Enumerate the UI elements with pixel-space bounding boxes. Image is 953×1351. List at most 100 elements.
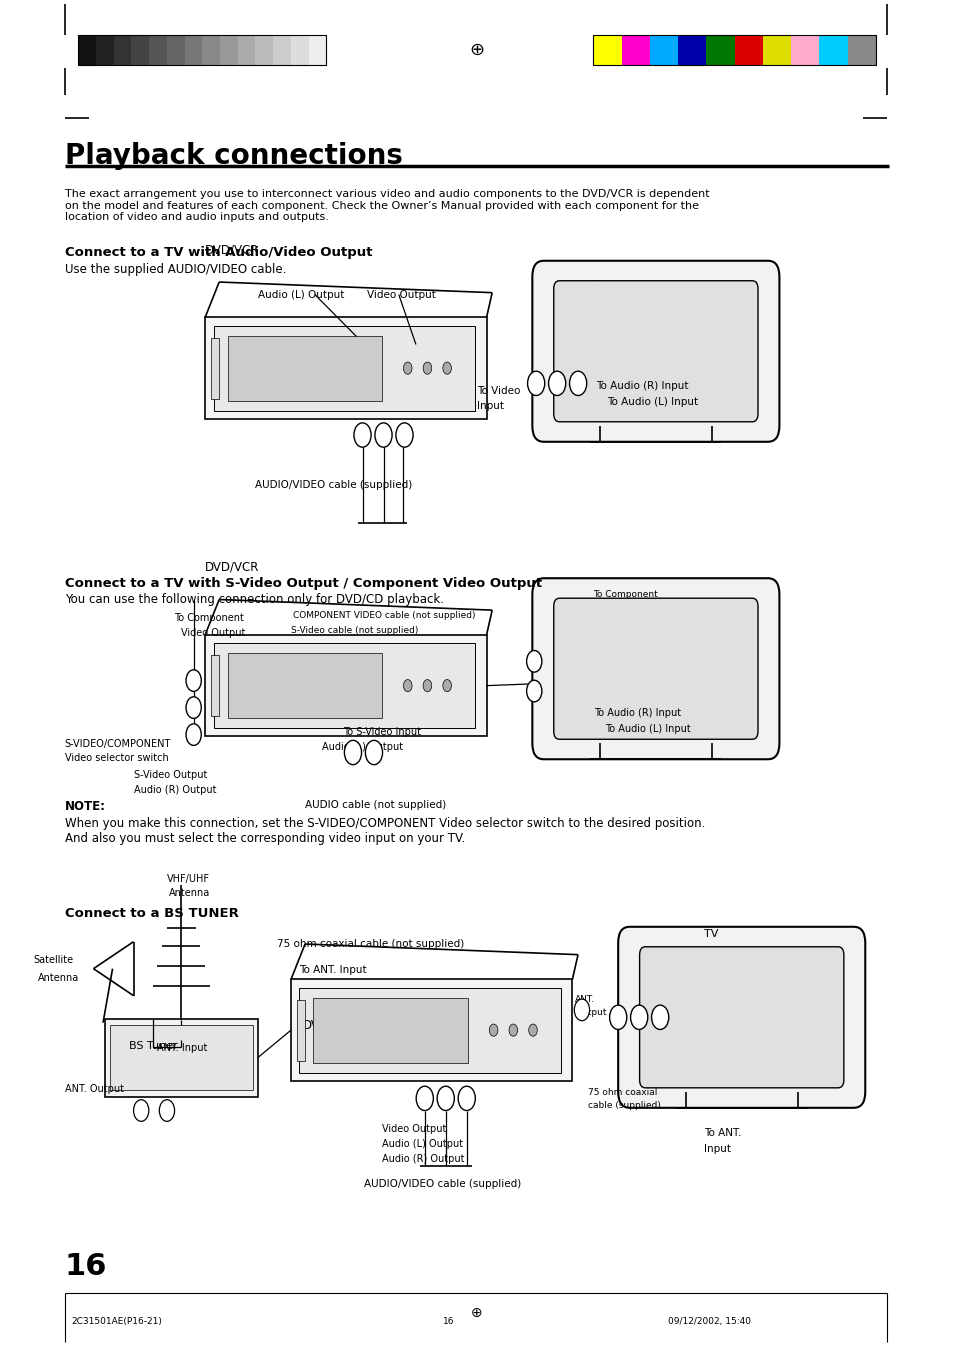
- Circle shape: [528, 1024, 537, 1036]
- Text: When you make this connection, set the S-VIDEO/COMPONENT Video selector switch t: When you make this connection, set the S…: [65, 817, 704, 846]
- Text: Connect to a TV with S-Video Output / Component Video Output: Connect to a TV with S-Video Output / Co…: [65, 577, 541, 590]
- Circle shape: [442, 362, 451, 374]
- Text: TV: TV: [591, 280, 605, 289]
- FancyBboxPatch shape: [532, 578, 779, 759]
- Circle shape: [133, 1100, 149, 1121]
- Text: 75 ohm coaxial: 75 ohm coaxial: [587, 1088, 657, 1097]
- Text: To Audio (R) Input: To Audio (R) Input: [594, 708, 680, 717]
- Bar: [790, 35, 819, 65]
- Text: Audio (R) Output: Audio (R) Output: [133, 785, 215, 794]
- FancyBboxPatch shape: [532, 261, 779, 442]
- Bar: [220, 35, 237, 65]
- Text: ANT. Output: ANT. Output: [65, 1084, 124, 1093]
- Text: Antenna: Antenna: [169, 888, 210, 897]
- Text: Connect to a TV with Audio/Video Output: Connect to a TV with Audio/Video Output: [65, 246, 372, 259]
- Text: Use the supplied AUDIO/VIDEO cable.: Use the supplied AUDIO/VIDEO cable.: [65, 263, 286, 277]
- Circle shape: [344, 740, 361, 765]
- Bar: [132, 35, 149, 65]
- Text: 75 ohm coaxial cable (not supplied): 75 ohm coaxial cable (not supplied): [276, 939, 463, 948]
- Circle shape: [527, 372, 544, 396]
- Circle shape: [442, 680, 451, 692]
- Text: To ANT.: To ANT.: [703, 1128, 740, 1138]
- Bar: [205, 635, 486, 736]
- Text: AUDIO/VIDEO cable (supplied): AUDIO/VIDEO cable (supplied): [364, 1179, 521, 1189]
- Bar: [819, 35, 846, 65]
- Text: To ANT. Input: To ANT. Input: [298, 965, 366, 974]
- Text: Audio (R) Output: Audio (R) Output: [381, 1154, 463, 1163]
- Bar: [110, 1025, 253, 1090]
- FancyBboxPatch shape: [618, 927, 864, 1108]
- Text: Input: Input: [476, 401, 503, 411]
- Circle shape: [569, 372, 586, 396]
- Bar: [237, 35, 255, 65]
- Circle shape: [436, 1086, 454, 1111]
- Text: To S-Video Input: To S-Video Input: [343, 727, 421, 736]
- Bar: [593, 35, 875, 65]
- Text: Audio (L) Output: Audio (L) Output: [257, 290, 344, 300]
- Circle shape: [416, 1086, 433, 1111]
- Text: S-Video Output: S-Video Output: [133, 770, 207, 780]
- Text: To Audio (L) Input: To Audio (L) Input: [606, 397, 698, 407]
- Circle shape: [365, 740, 382, 765]
- Text: You can use the following connection only for DVD/CD playback.: You can use the following connection onl…: [65, 593, 443, 607]
- Text: AUDIO cable (not supplied): AUDIO cable (not supplied): [305, 800, 446, 809]
- Text: To Component: To Component: [593, 590, 658, 600]
- Circle shape: [354, 423, 371, 447]
- Bar: [205, 317, 486, 419]
- Text: ⊕: ⊕: [471, 1306, 482, 1320]
- Bar: [846, 35, 875, 65]
- Bar: [291, 35, 308, 65]
- Bar: [649, 35, 678, 65]
- Circle shape: [423, 362, 432, 374]
- Bar: [228, 336, 382, 401]
- Bar: [105, 1019, 257, 1097]
- Text: Satellite: Satellite: [33, 955, 73, 965]
- Text: Audio (R) Output: Audio (R) Output: [246, 373, 334, 382]
- Circle shape: [574, 1000, 589, 1021]
- Circle shape: [186, 697, 201, 719]
- Text: S-VIDEO/COMPONENT: S-VIDEO/COMPONENT: [65, 739, 172, 748]
- Bar: [734, 35, 762, 65]
- Circle shape: [630, 1005, 647, 1029]
- Text: 16: 16: [442, 1317, 454, 1327]
- Text: Output: Output: [575, 1008, 606, 1017]
- Text: VHF/UHF: VHF/UHF: [167, 874, 210, 884]
- Text: Input: Input: [703, 1144, 730, 1154]
- Text: 2C31501AE(P16-21): 2C31501AE(P16-21): [71, 1317, 162, 1327]
- Bar: [213, 643, 475, 728]
- Circle shape: [159, 1100, 174, 1121]
- Text: To Audio (R) Input: To Audio (R) Input: [596, 381, 688, 390]
- Bar: [211, 655, 219, 716]
- Text: Video Input: Video Input: [593, 603, 644, 612]
- Bar: [593, 35, 621, 65]
- Text: BS Tuner: BS Tuner: [129, 1042, 177, 1051]
- Text: To Component: To Component: [173, 613, 243, 623]
- Bar: [211, 338, 219, 399]
- Bar: [255, 35, 273, 65]
- Text: Antenna: Antenna: [38, 973, 79, 982]
- Bar: [113, 35, 132, 65]
- Text: Video Output: Video Output: [381, 1124, 445, 1133]
- Bar: [78, 35, 326, 65]
- Bar: [314, 997, 468, 1062]
- Circle shape: [489, 1024, 497, 1036]
- Circle shape: [423, 680, 432, 692]
- Text: NOTE:: NOTE:: [65, 800, 106, 813]
- Text: DVD/VCR: DVD/VCR: [205, 561, 259, 574]
- Circle shape: [457, 1086, 475, 1111]
- Text: S-Video cable (not supplied): S-Video cable (not supplied): [291, 626, 418, 635]
- Bar: [308, 35, 326, 65]
- Text: The exact arrangement you use to interconnect various video and audio components: The exact arrangement you use to interco…: [65, 189, 709, 223]
- Bar: [296, 1000, 305, 1061]
- Text: 09/12/2002, 15:40: 09/12/2002, 15:40: [667, 1317, 750, 1327]
- Text: ANT. Input: ANT. Input: [157, 1043, 208, 1052]
- Circle shape: [526, 681, 541, 703]
- Text: Connect to a BS TUNER: Connect to a BS TUNER: [65, 907, 238, 920]
- Bar: [184, 35, 202, 65]
- Circle shape: [509, 1024, 517, 1036]
- Circle shape: [651, 1005, 668, 1029]
- FancyBboxPatch shape: [639, 947, 843, 1088]
- Bar: [213, 326, 475, 411]
- Bar: [705, 35, 734, 65]
- Text: To Video: To Video: [476, 386, 519, 396]
